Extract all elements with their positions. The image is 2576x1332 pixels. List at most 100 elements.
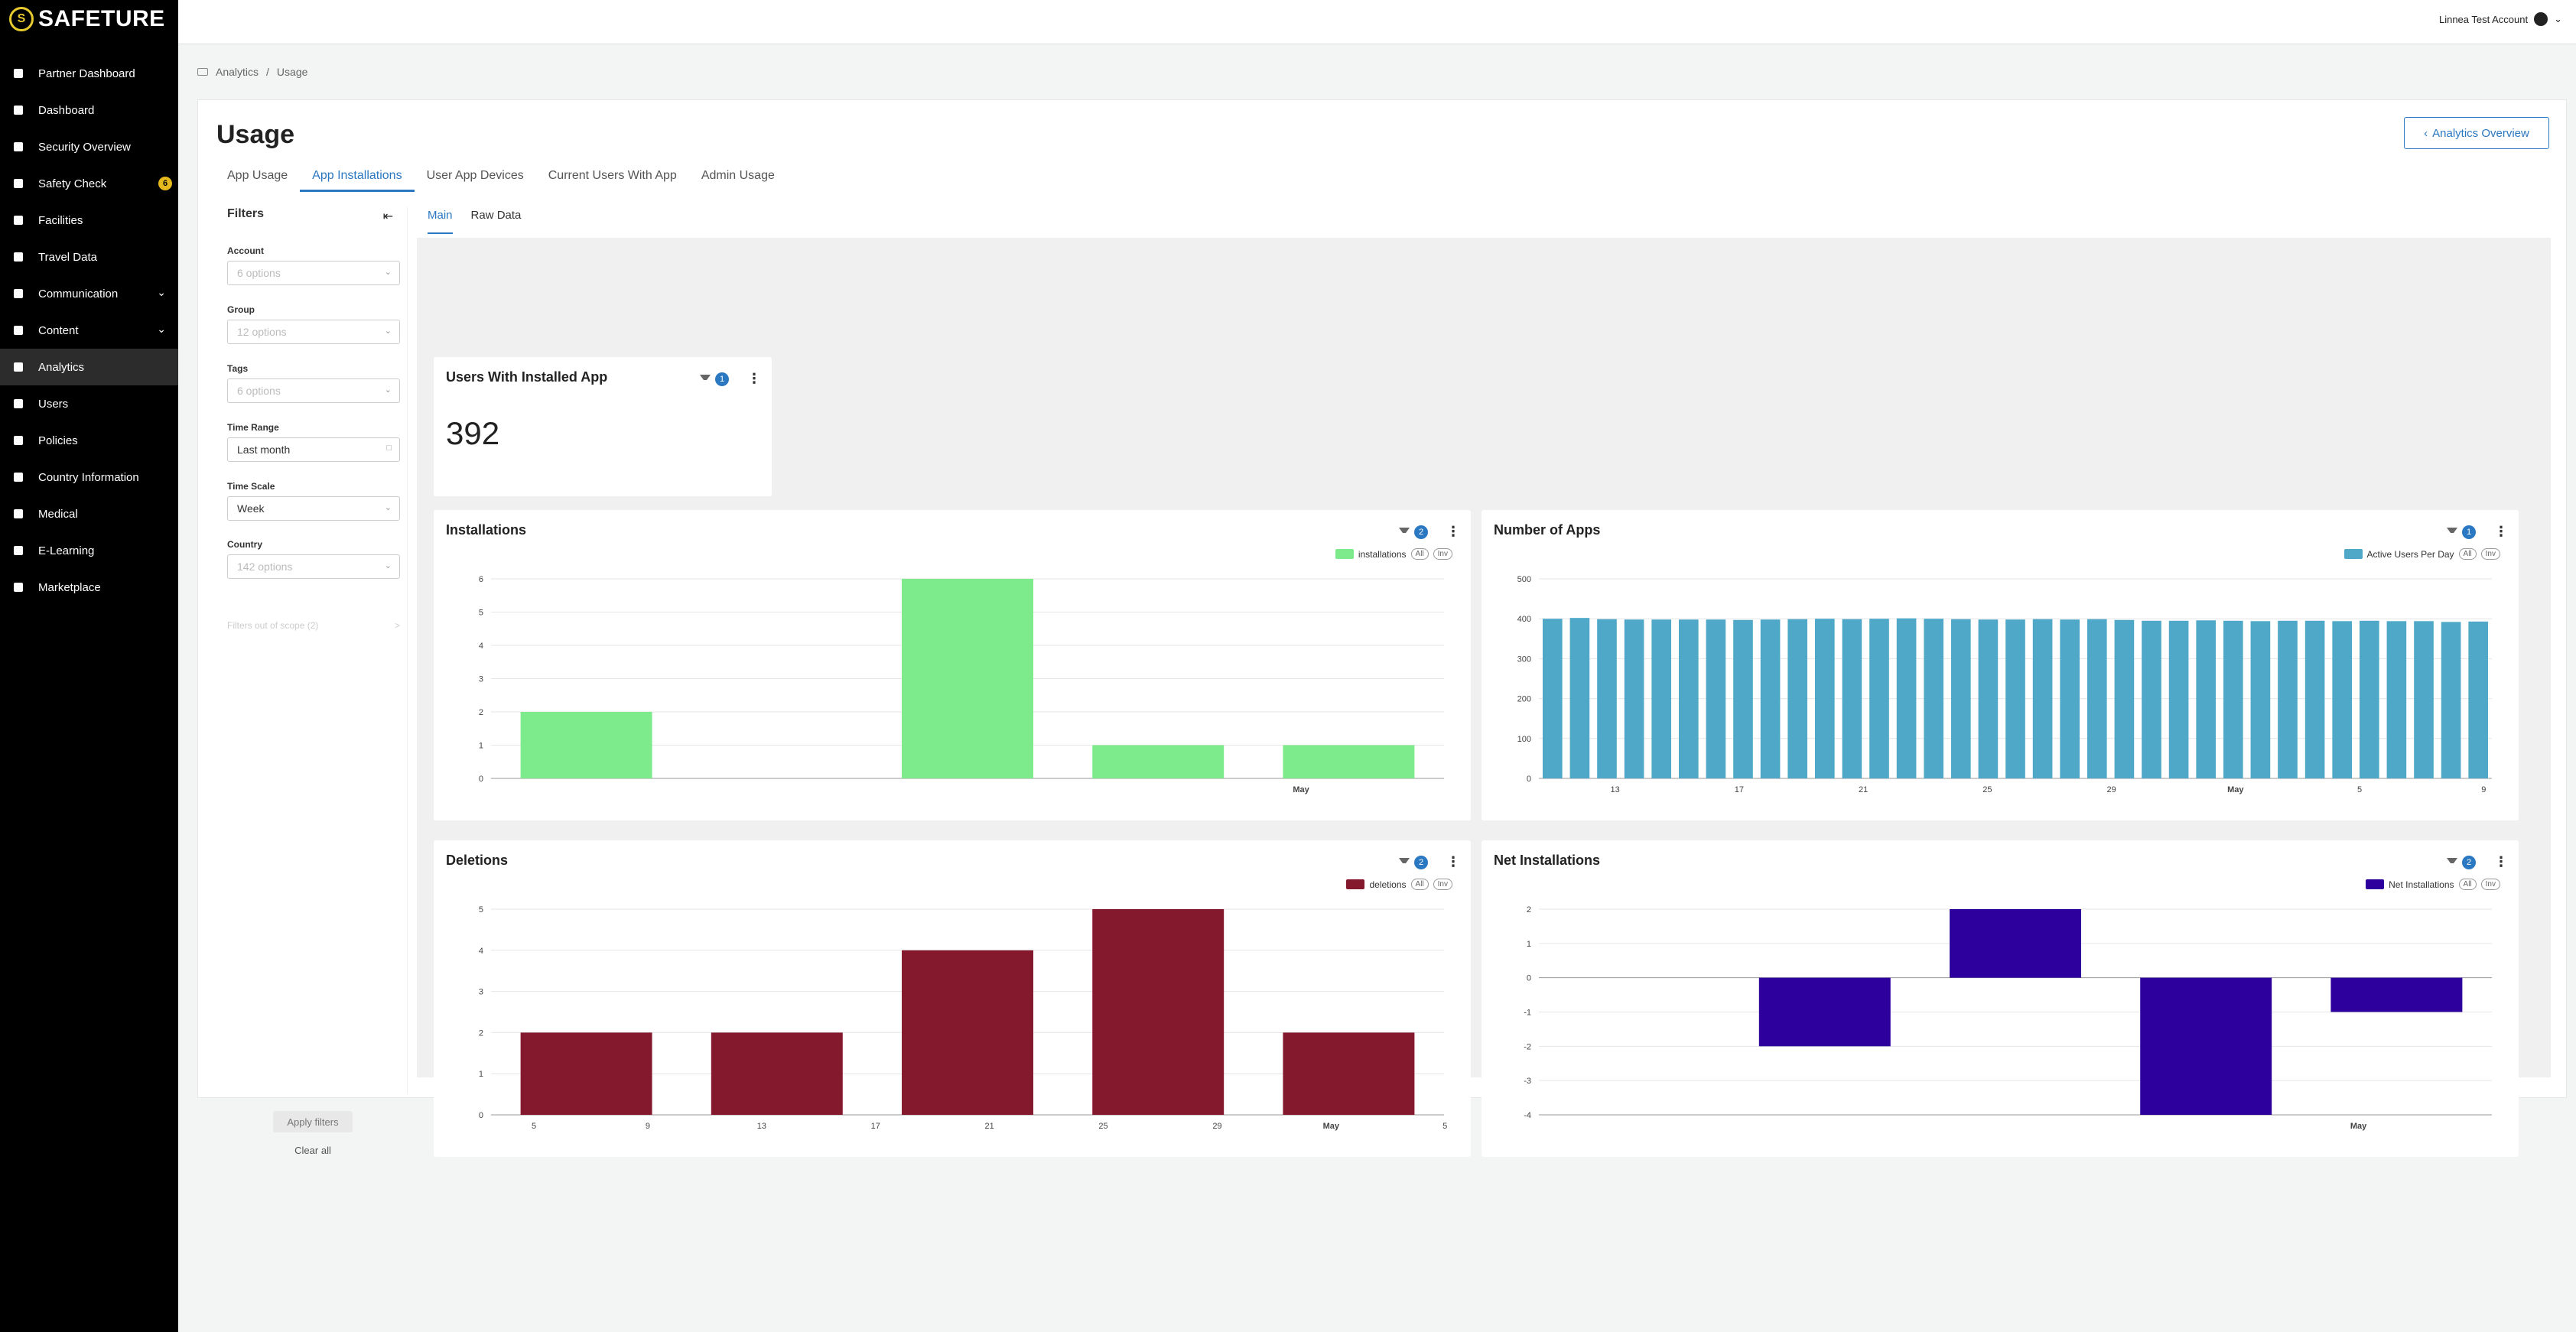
legend-label[interactable]: Active Users Per Day [2366,548,2454,560]
filter-value: Week [237,502,265,515]
kebab-menu-icon[interactable]: ⋮ [747,371,761,386]
pencil-icon [14,326,23,335]
clear-all-button[interactable]: Clear all [294,1145,331,1156]
globe-icon [14,142,23,151]
legend-all-toggle[interactable]: All [2458,879,2477,890]
subtab-main[interactable]: Main [428,209,453,234]
account-icon [2534,12,2548,26]
legend-all-toggle[interactable]: All [2458,548,2477,560]
sidebar-item-users[interactable]: Users [0,385,178,422]
subtab-raw-data[interactable]: Raw Data [470,209,522,222]
kebab-menu-icon[interactable]: ⋮ [1446,854,1460,869]
bar [1950,909,2081,978]
filter-time-scale-select[interactable]: Week ⌄ [227,496,400,521]
bar [2468,621,2489,778]
document-icon [14,436,23,445]
analytics-overview-button[interactable]: ‹ Analytics Overview [2404,117,2549,149]
sidebar-item-content[interactable]: Content ⌄ [0,312,178,349]
bar [1814,619,1835,778]
bar [2223,620,2243,778]
x-tick-label: 17 [1735,785,1744,794]
analytics-overview-label: Analytics Overview [2432,126,2529,140]
filter-group-select[interactable]: 12 options ⌄ [227,320,400,344]
chart-legend: Net Installations All Inv [2366,879,2500,890]
sidebar-item-marketplace[interactable]: Marketplace [0,569,178,606]
legend-all-toggle[interactable]: All [1410,548,1429,560]
filter-time-range-select[interactable]: Last month □ [227,437,400,462]
account-menu[interactable]: Linnea Test Account ⌄ [2439,12,2562,26]
notification-badge: 6 [158,177,172,190]
legend-label[interactable]: deletions [1369,879,1407,890]
legend-label[interactable]: installations [1358,548,1407,560]
filter-label-tags: Tags [227,363,249,374]
sidebar-item-policies[interactable]: Policies [0,422,178,459]
filters-out-of-scope[interactable]: Filters out of scope (2) > [227,620,400,631]
sidebar-item-country-information[interactable]: Country Information [0,459,178,495]
installations-chart-card: Installations 2 ⋮ installations All Inv 0 1 2 3 4 5… [434,510,1471,820]
bar [2114,619,2135,778]
chart-filter-indicator[interactable]: 1 [2447,525,2476,539]
legend-inv-toggle[interactable]: Inv [2480,879,2500,890]
tab-app-usage[interactable]: App Usage [227,168,288,182]
chart-title: Deletions [446,853,509,868]
kebab-menu-icon[interactable]: ⋮ [2494,524,2508,539]
sidebar-item-medical[interactable]: Medical [0,495,178,532]
legend-inv-toggle[interactable]: Inv [2480,548,2500,560]
chart-filter-indicator[interactable]: 2 [2447,856,2476,869]
chart-legend: Active Users Per Day All Inv [2343,548,2500,560]
tab-app-installations[interactable]: App Installations [300,161,415,192]
filter-country-select[interactable]: 142 options ⌄ [227,554,400,579]
x-tick-label: May [1323,1122,1340,1131]
main-panel: Usage ‹ Analytics Overview App Usage App … [197,99,2567,1157]
plane-icon [14,252,23,262]
y-tick-label: -3 [1524,1077,1531,1086]
chart-filter-indicator[interactable]: 2 [1399,525,1428,539]
chat-icon [14,289,23,298]
chart-filter-indicator[interactable]: 2 [1399,856,1428,869]
legend-inv-toggle[interactable]: Inv [1433,879,1452,890]
legend-inv-toggle[interactable]: Inv [1433,548,1452,560]
collapse-filters-icon[interactable]: ⇤ [382,210,393,223]
y-tick-label: 5 [479,905,483,915]
bar [2386,621,2407,778]
filter-account-select[interactable]: 6 options ⌄ [227,261,400,285]
kebab-menu-icon[interactable]: ⋮ [2494,854,2508,869]
sidebar-item-safety-check[interactable]: Safety Check 6 [0,165,178,202]
sidebar-item-facilities[interactable]: Facilities [0,202,178,239]
filter-icon [700,375,711,384]
filter-value: 6 options [237,385,281,397]
safeture-logo[interactable]: S SAFETURE [9,6,165,32]
kpi-filter-indicator[interactable]: 1 [700,372,729,386]
sidebar-item-dashboard[interactable]: Dashboard [0,92,178,128]
y-tick-label: 5 [479,609,483,618]
x-tick-label: 5 [532,1122,536,1131]
account-name: Linnea Test Account [2438,13,2529,25]
chevron-left-icon: ‹ [2424,126,2428,140]
tab-current-users-with-app[interactable]: Current Users With App [548,168,677,182]
legend-all-toggle[interactable]: All [1410,879,1429,890]
bar [1597,619,1617,778]
filter-count-badge: 1 [715,372,729,386]
filter-tags-select[interactable]: 6 options ⌄ [227,378,400,403]
bar [2140,977,2272,1115]
filters-title: Filters [227,207,265,220]
sidebar-item-communication[interactable]: Communication ⌄ [0,275,178,312]
sidebar-item-partner-dashboard[interactable]: Partner Dashboard [0,55,178,92]
medkit-icon [14,509,23,518]
kebab-menu-icon[interactable]: ⋮ [1446,524,1460,539]
sidebar-item-security-overview[interactable]: Security Overview [0,128,178,165]
legend-label[interactable]: Net Installations [2389,879,2454,890]
chart-legend: installations All Inv [1335,548,1452,560]
sidebar-item-travel-data[interactable]: Travel Data [0,239,178,275]
x-tick-label: May [2227,785,2244,794]
sidebar-item-e-learning[interactable]: E-Learning [0,532,178,569]
bar [1924,619,1944,778]
apply-filters-button[interactable]: Apply filters [273,1111,353,1132]
breadcrumb-analytics[interactable]: Analytics [216,66,259,78]
sidebar-item-analytics[interactable]: Analytics [0,349,178,385]
building-icon [14,216,23,225]
y-tick-label: 4 [479,947,483,956]
y-tick-label: -1 [1524,1009,1531,1018]
tab-user-app-devices[interactable]: User App Devices [426,168,524,182]
tab-admin-usage[interactable]: Admin Usage [701,168,775,182]
